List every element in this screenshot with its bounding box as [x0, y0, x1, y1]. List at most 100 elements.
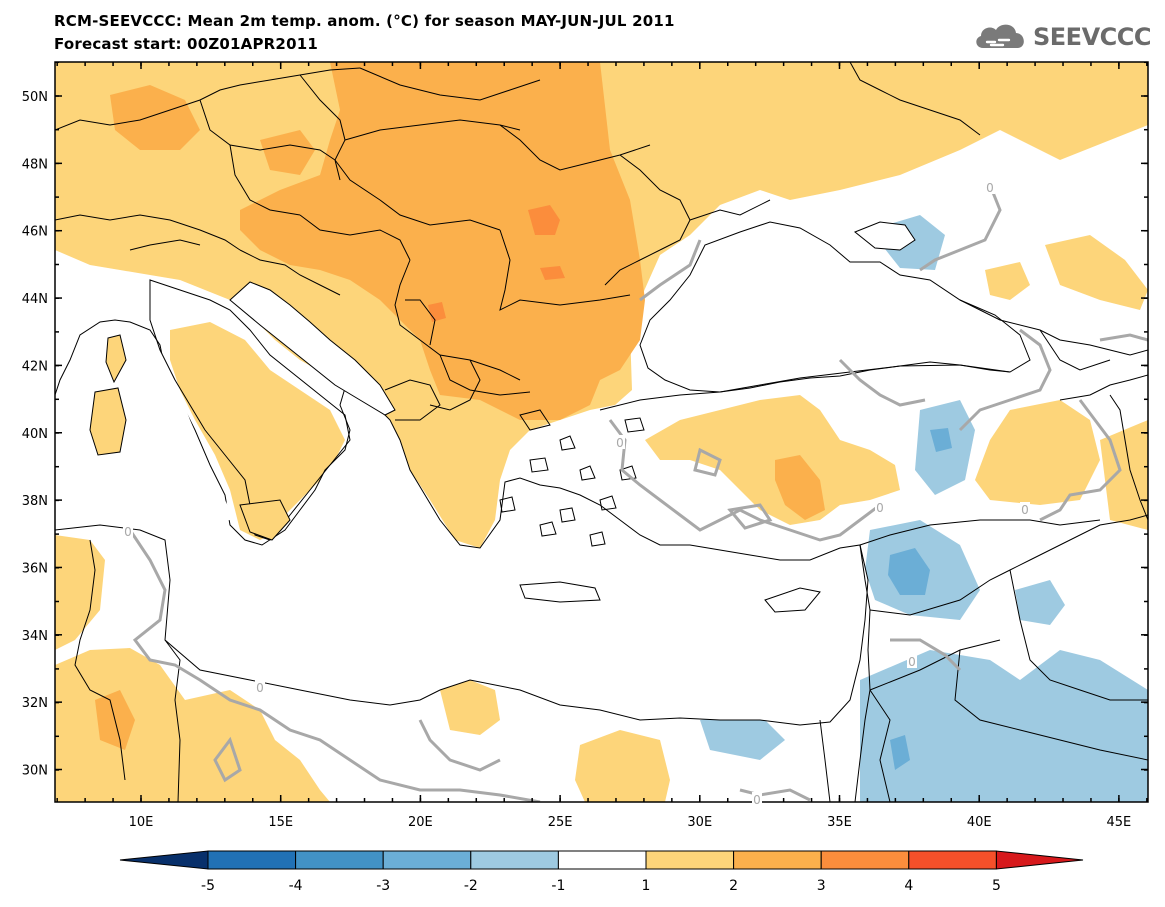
- caspian-coast: [1109, 394, 1148, 521]
- lon-label: 15E: [268, 815, 293, 830]
- anomaly-area-1-2-north-africa-west: [55, 535, 105, 650]
- colorbar-tick-label: -3: [376, 878, 390, 894]
- aegean-islands: [499, 409, 645, 547]
- anomaly-area-2-3-anatolia: [775, 455, 825, 520]
- anomaly-area-2-3-south-germany: [260, 130, 315, 175]
- colorbar-tick-label: -1: [551, 878, 565, 894]
- lat-label: 30N: [22, 764, 48, 779]
- lat-label: 40N: [22, 427, 48, 442]
- contour-label: 0: [753, 793, 761, 807]
- lon-label: 20E: [408, 815, 433, 830]
- anomaly-area-1-2-libya-coast: [440, 680, 500, 735]
- contour-label-bg: [875, 500, 885, 514]
- lon-label: 45E: [1107, 815, 1132, 830]
- lat-label: 32N: [22, 696, 48, 711]
- anomaly-area-1-2-caspian-north: [1045, 235, 1148, 310]
- anomaly-area-neg-1-2-egypt: [700, 715, 785, 760]
- contour-label: 0: [124, 525, 132, 539]
- contour-label-bg: [255, 680, 265, 694]
- longitude-axis: 10E 15E 20E 25E 30E 35E 40E 45E: [56, 62, 1148, 830]
- crete-outline: [519, 581, 601, 603]
- colorbar-segment: [557, 850, 647, 870]
- colorbar-tick-label: 3: [817, 878, 826, 894]
- colorbar-tick-label: 5: [992, 878, 1001, 894]
- contour-label-bg: [123, 524, 133, 538]
- lat-label: 48N: [22, 157, 48, 172]
- anomaly-area-1-2-caucasus: [975, 400, 1100, 505]
- contour-label-bg: [752, 792, 762, 806]
- lat-label: 42N: [22, 359, 48, 374]
- colorbar-segment: [295, 850, 384, 870]
- anomaly-area-neg-2-3-turkey-east: [930, 428, 952, 452]
- anomaly-area-neg-2-3-saudi: [890, 735, 910, 770]
- lon-label: 25E: [548, 815, 573, 830]
- logo-text: SEEVCCC: [1033, 23, 1152, 51]
- anomaly-area-3-4-romania-south: [540, 266, 565, 280]
- lon-label: 10E: [129, 815, 154, 830]
- colorbar-segment: [733, 850, 822, 870]
- cloud-icon: [976, 24, 1024, 48]
- lon-label: 40E: [967, 815, 992, 830]
- contour-label-bg: [615, 435, 625, 449]
- lat-label: 46N: [22, 225, 48, 240]
- anomaly-area-1-2-libya: [55, 648, 330, 802]
- colorbar-tick-label: -2: [464, 878, 478, 894]
- lat-label: 34N: [22, 629, 48, 644]
- contour-label: 0: [876, 501, 884, 515]
- lat-label: 38N: [22, 494, 48, 509]
- lat-label: 44N: [22, 292, 48, 307]
- colorbar: -5 -4 -3 -2 -1 1 2 3 4 5: [119, 850, 1084, 894]
- map-title: RCM-SEEVCCC: Mean 2m temp. anom. (°C) fo…: [54, 12, 675, 30]
- anomaly-area-1-2-russia-south: [985, 262, 1030, 300]
- cyprus-outline: [764, 587, 821, 613]
- italy-outline: [149, 279, 351, 541]
- lon-label: 30E: [687, 815, 712, 830]
- colorbar-segment: [207, 850, 297, 870]
- country-borders: [55, 62, 1148, 421]
- turkey-outline: [599, 364, 1101, 546]
- zero-contours: [128, 184, 1148, 802]
- contour-label-bg: [985, 180, 995, 194]
- anomaly-area-1-2-anatolia: [645, 395, 900, 525]
- colorbar-tick-label: 4: [904, 878, 913, 894]
- mediterranean-sea: [55, 319, 869, 726]
- sicily-outline: [239, 499, 291, 541]
- anomaly-area-neg-1-2-iraq: [1015, 580, 1065, 625]
- contour-label-bg: [907, 654, 917, 668]
- middle-east-borders: [74, 514, 1148, 802]
- colorbar-arrow-low: [119, 850, 209, 870]
- sardinia-outline: [89, 387, 127, 456]
- contour-label: 0: [908, 655, 916, 669]
- anomaly-area-1-2-italy: [170, 322, 345, 540]
- lat-label: 36N: [22, 561, 48, 576]
- forecast-start-label: Forecast start: 00Z01APR2011: [54, 35, 318, 53]
- anomaly-area-3-4-romania: [528, 205, 560, 235]
- colorbar-segment: [908, 850, 997, 870]
- contour-label-bg: [1020, 502, 1030, 516]
- colorbar-tick-label: 2: [729, 878, 738, 894]
- anomaly-area-2-3-balkans: [240, 62, 645, 420]
- anomaly-area-2-3-alps: [110, 85, 200, 150]
- contour-label: 0: [1021, 503, 1029, 517]
- contour-label: 0: [616, 436, 624, 450]
- colorbar-tick-label: -4: [289, 878, 303, 894]
- colorbar-segment: [820, 850, 910, 870]
- latitude-axis: 50N 48N 46N 44N 42N 40N 38N 36N 34N 32N 30N: [22, 61, 1148, 779]
- anomaly-area-1-2-egypt: [575, 730, 670, 802]
- contour-label: 0: [256, 681, 264, 695]
- colorbar-tick-label: -5: [201, 878, 215, 894]
- colorbar-tick-label: 1: [642, 878, 651, 894]
- colorbar-segment: [645, 850, 735, 870]
- contour-label: 0: [986, 181, 994, 195]
- tyrrhenian-sea: [55, 340, 235, 525]
- anomaly-area-neg-2-3-syria: [888, 548, 930, 595]
- colorbar-segment: [382, 850, 472, 870]
- corsica-outline: [105, 334, 127, 384]
- black-sea: [639, 221, 1031, 393]
- lat-label: 50N: [22, 90, 48, 105]
- adriatic-sea: [229, 281, 396, 416]
- lon-label: 35E: [827, 815, 852, 830]
- seevccc-logo: SEEVCCC: [973, 20, 1152, 54]
- sea-of-azov: [854, 221, 916, 251]
